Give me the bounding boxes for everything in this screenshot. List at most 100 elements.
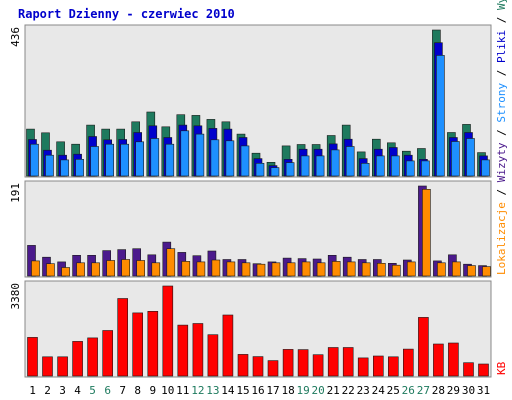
bar-top-strony-day-19 [300, 155, 310, 177]
panel-top-ymax-label: 436 [9, 27, 22, 47]
bar-top-strony-day-28 [436, 55, 445, 177]
legend-item-lokalizacje: Lokalizacje [495, 202, 508, 275]
bar-middle-lokalizacje-day-9 [151, 262, 161, 277]
bar-bottom-kb-day-31 [478, 363, 489, 377]
bar-middle-lokalizacje-day-7 [121, 259, 130, 277]
bar-bottom-kb-day-6 [102, 330, 113, 377]
bar-top-strony-day-23 [360, 163, 370, 177]
bar-middle-lokalizacje-day-29 [452, 261, 461, 277]
bar-top-strony-day-1 [30, 143, 39, 177]
bar-bottom-kb-day-14 [222, 314, 234, 377]
bar-top-strony-day-22 [345, 146, 355, 177]
bar-top-strony-day-30 [466, 138, 475, 177]
bar-bottom-kb-day-28 [433, 343, 444, 377]
x-tick-label-day-21: 21 [327, 384, 340, 397]
bar-top-strony-day-26 [405, 160, 415, 177]
bar-top-strony-day-15 [240, 145, 250, 177]
x-tick-label-day-31: 31 [477, 384, 490, 397]
bar-bottom-kb-day-2 [42, 356, 53, 377]
x-tick-label-day-4: 4 [74, 384, 81, 397]
bar-middle-lokalizacje-day-16 [256, 263, 266, 277]
bar-bottom-kb-day-15 [237, 354, 249, 377]
bar-bottom-kb-day-22 [342, 347, 354, 377]
legend-separator: / [495, 123, 508, 143]
bar-middle-lokalizacje-day-5 [91, 262, 100, 277]
legend-separator: / [495, 63, 508, 83]
legend-item-pliki: Pliki [495, 30, 508, 63]
bar-middle-lokalizacje-day-25 [391, 264, 401, 277]
legend-item-kb: KB [495, 361, 508, 375]
bar-bottom-kb-day-19 [297, 349, 309, 377]
bar-top-strony-day-12 [195, 133, 205, 177]
bar-top-strony-day-18 [285, 162, 295, 177]
bar-bottom-kb-day-3 [57, 356, 68, 377]
bar-bottom-kb-day-9 [147, 310, 159, 377]
bar-top-strony-day-20 [315, 155, 325, 177]
bar-top-strony-day-31 [481, 159, 490, 177]
bar-bottom-kb-day-30 [463, 362, 474, 377]
chart-title: Raport Dzienny - czerwiec 2010 [18, 7, 235, 21]
bar-middle-lokalizacje-day-21 [331, 261, 341, 277]
panel-bottom-ymax-label: 3380 [9, 283, 22, 310]
legend-item-wizyty: Wizyty [495, 142, 508, 182]
bar-middle-lokalizacje-day-11 [181, 261, 191, 277]
bar-top-strony-day-29 [451, 141, 460, 177]
bar-top-strony-day-24 [375, 155, 385, 177]
x-tick-label-day-1: 1 [29, 384, 36, 397]
bar-bottom-kb-day-26 [402, 348, 414, 377]
bar-middle-lokalizacje-day-17 [271, 262, 281, 277]
x-tick-label-day-3: 3 [59, 384, 66, 397]
bar-bottom-kb-day-8 [132, 312, 143, 377]
bar-middle-lokalizacje-day-10 [166, 248, 176, 277]
x-tick-label-day-12: 12 [191, 384, 204, 397]
bar-bottom-kb-day-10 [162, 285, 174, 377]
bar-top-strony-day-5 [90, 146, 99, 177]
bar-top-strony-day-16 [255, 163, 265, 177]
x-tick-label-day-25: 25 [387, 384, 400, 397]
bar-middle-lokalizacje-day-12 [196, 261, 206, 277]
bar-middle-lokalizacje-day-20 [316, 262, 326, 277]
bar-top-strony-day-6 [105, 143, 114, 177]
legend-item-strony: Strony [495, 83, 508, 123]
bar-middle-lokalizacje-day-31 [482, 266, 491, 277]
x-tick-label-day-30: 30 [462, 384, 475, 397]
bar-middle-lokalizacje-day-24 [376, 262, 386, 277]
bar-middle-lokalizacje-day-8 [136, 260, 145, 277]
bar-top-strony-day-14 [225, 140, 235, 177]
x-tick-label-day-6: 6 [104, 384, 111, 397]
legend-item-wywo-ania: Wywołania [495, 0, 508, 10]
panel-middle: 191 [9, 180, 492, 278]
bar-middle-lokalizacje-day-2 [46, 263, 55, 277]
x-tick-label-day-26: 26 [402, 384, 415, 397]
x-tick-label-day-23: 23 [357, 384, 370, 397]
bar-bottom-kb-day-1 [27, 337, 38, 377]
bar-bottom-kb-day-27 [418, 317, 429, 377]
bar-top-strony-day-13 [210, 139, 220, 177]
x-tick-label-day-15: 15 [236, 384, 249, 397]
bar-bottom-kb-day-20 [312, 354, 324, 377]
bar-bottom-kb-day-4 [72, 341, 83, 377]
x-tick-label-day-24: 24 [372, 384, 386, 397]
bar-middle-lokalizacje-day-14 [226, 261, 236, 277]
bar-middle-lokalizacje-day-26 [406, 261, 416, 277]
panel-top: 436 [9, 24, 492, 178]
x-tick-label-day-9: 9 [149, 384, 156, 397]
x-tick-label-day-13: 13 [206, 384, 219, 397]
x-tick-label-day-7: 7 [119, 384, 126, 397]
bar-bottom-kb-day-13 [207, 334, 219, 377]
bar-top-strony-day-27 [421, 160, 430, 177]
bar-middle-lokalizacje-day-1 [31, 260, 40, 277]
bar-middle-lokalizacje-day-22 [346, 261, 356, 277]
bar-middle-lokalizacje-day-28 [437, 262, 446, 277]
x-tick-label-day-14: 14 [221, 384, 235, 397]
x-tick-label-day-16: 16 [251, 384, 264, 397]
x-tick-label-day-22: 22 [342, 384, 355, 397]
bar-bottom-kb-day-16 [252, 356, 264, 377]
bar-top-strony-day-21 [330, 149, 340, 177]
legend-right: Lokalizacje / Wizyty / Strony / Pliki / … [495, 0, 508, 375]
x-tick-label-day-27: 27 [417, 384, 430, 397]
x-tick-label-day-11: 11 [176, 384, 189, 397]
x-tick-label-day-29: 29 [447, 384, 460, 397]
bar-middle-lokalizacje-day-3 [61, 267, 70, 277]
